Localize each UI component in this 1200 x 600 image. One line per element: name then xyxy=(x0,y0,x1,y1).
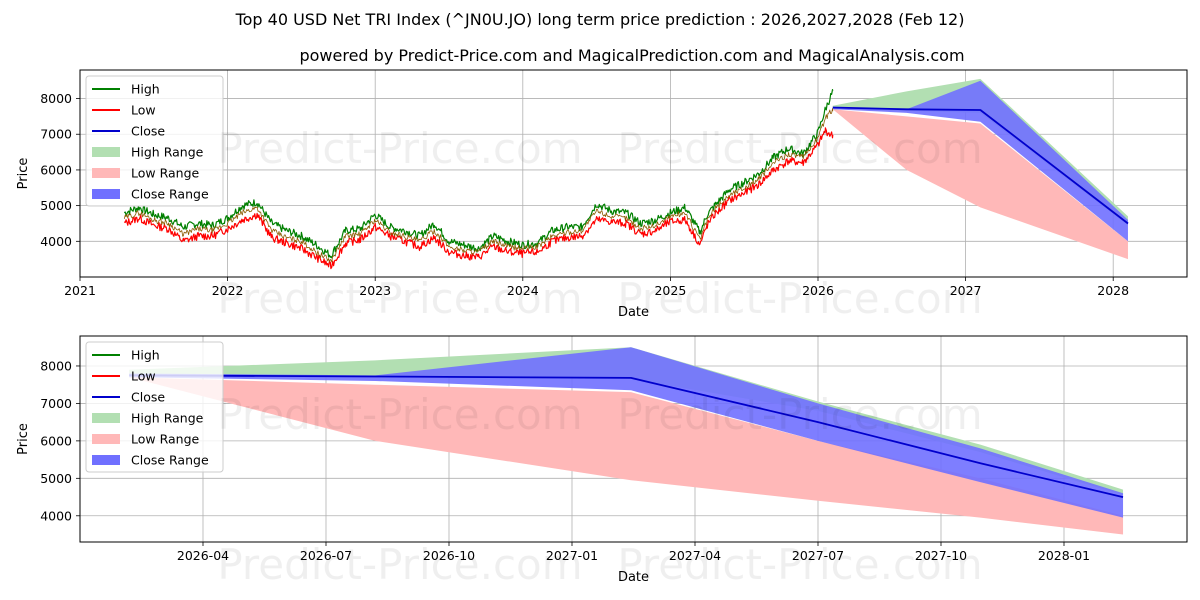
chart1-close-forecast-line xyxy=(832,106,1129,225)
chart2-watermark-text: Predict-Price.com xyxy=(617,390,982,439)
chart1-y-tick-label: 5000 xyxy=(40,198,72,213)
chart1-high-series-line xyxy=(123,89,834,259)
chart1-low-range-band xyxy=(832,109,1128,260)
chart1-legend-box xyxy=(85,75,224,207)
chart2-plot-group xyxy=(76,335,1188,546)
chart2-plot-frame xyxy=(79,335,1188,543)
chart1-legend-swatch-patch xyxy=(92,147,120,157)
chart2-legend-swatch-patch xyxy=(92,434,120,444)
chart1-y-tick-label: 6000 xyxy=(40,162,72,177)
chart2-x-tick-label: 2026-04 xyxy=(177,548,229,563)
chart1-plot-group xyxy=(76,69,1188,281)
chart2-legend-label: Close Range xyxy=(131,453,209,468)
chart1-watermark-text: Predict-Price.com xyxy=(217,124,582,173)
chart1-x-tick-label: 2021 xyxy=(64,283,96,298)
chart2-legend-label: Low Range xyxy=(131,432,200,447)
chart2-y-tick-label: 4000 xyxy=(40,508,72,523)
chart2-legend-swatch-patch xyxy=(92,455,120,465)
chart1-y-axis-label: Price xyxy=(16,158,31,190)
chart2-x-tick-label: 2026-10 xyxy=(423,548,475,563)
chart2-x-tick-label: 2026-07 xyxy=(300,548,352,563)
chart2-legend-label: Close xyxy=(131,390,165,405)
chart2-legend-label: High xyxy=(131,348,160,363)
chart2-x-tick-label: 2028-01 xyxy=(1038,548,1090,563)
chart1-legend-label: Low xyxy=(131,103,156,118)
chart1-x-tick-label: 2024 xyxy=(507,283,539,298)
chart1-x-tick-label: 2027 xyxy=(950,283,982,298)
chart2-x-tick-label: 2027-07 xyxy=(792,548,844,563)
chart2-legend-label: Low xyxy=(131,369,156,384)
chart2-legend-box xyxy=(85,341,224,473)
chart1-x-axis-label: Date xyxy=(618,305,649,320)
chart2-y-tick-label: 7000 xyxy=(40,396,72,411)
chart1-legend-swatch-patch xyxy=(92,168,120,178)
chart1-legend-swatch-patch xyxy=(92,189,120,199)
chart2-x-tick-label: 2027-01 xyxy=(546,548,598,563)
chart1-watermark-text: Predict-Price.com xyxy=(217,274,582,323)
chart1-y-tick-label: 7000 xyxy=(40,127,72,142)
chart2-y-tick-label: 5000 xyxy=(40,471,72,486)
chart1-mixed-series-line xyxy=(123,108,834,263)
chart2-legend-swatch-patch xyxy=(92,413,120,423)
chart1-watermark-text: Predict-Price.com xyxy=(617,124,982,173)
chart1-close-range-band xyxy=(832,80,1128,242)
chart2-close-range-band xyxy=(129,347,1124,518)
chart2-y-axis-label: Price xyxy=(16,423,31,455)
chart2-y-tick-label: 8000 xyxy=(40,358,72,373)
chart1-watermark-text: Predict-Price.com xyxy=(617,274,982,323)
chart1-y-tick-label: 8000 xyxy=(40,91,72,106)
chart1-x-tick-label: 2023 xyxy=(359,283,391,298)
chart1-y-tick-label: 4000 xyxy=(40,234,72,249)
chart1-legend-label: Close Range xyxy=(131,187,209,202)
chart1-data-group xyxy=(123,78,1129,270)
chart2-legend-label: High Range xyxy=(131,411,204,426)
chart1-legend-label: High Range xyxy=(131,145,204,160)
chart1-x-tick-label: 2026 xyxy=(802,283,834,298)
chart1-x-tick-label: 2025 xyxy=(654,283,686,298)
chart-subtitle: powered by Predict-Price.com and Magical… xyxy=(299,46,964,65)
chart2-watermark-text: Predict-Price.com xyxy=(617,540,982,589)
chart2-low-range-band xyxy=(129,377,1124,535)
chart1-low-series-line xyxy=(123,127,834,270)
chart1-x-tick-label: 2028 xyxy=(1097,283,1129,298)
chart2-close-forecast-line xyxy=(129,374,1124,498)
chart-title: Top 40 USD Net TRI Index (^JN0U.JO) long… xyxy=(235,10,965,29)
chart2-x-tick-label: 2027-04 xyxy=(669,548,721,563)
chart2-y-tick-label: 6000 xyxy=(40,433,72,448)
chart2-x-axis-label: Date xyxy=(618,570,649,585)
chart1-legend-label: Low Range xyxy=(131,166,200,181)
chart2-x-tick-label: 2027-10 xyxy=(915,548,967,563)
chart2-data-group xyxy=(129,347,1124,535)
chart1-plot-frame xyxy=(79,69,1188,278)
chart1-legend-label: Close xyxy=(131,124,165,139)
chart1-x-tick-label: 2022 xyxy=(212,283,244,298)
chart2-watermark-text: Predict-Price.com xyxy=(217,540,582,589)
chart1-legend-label: High xyxy=(131,82,160,97)
chart2-watermark-text: Predict-Price.com xyxy=(217,390,582,439)
